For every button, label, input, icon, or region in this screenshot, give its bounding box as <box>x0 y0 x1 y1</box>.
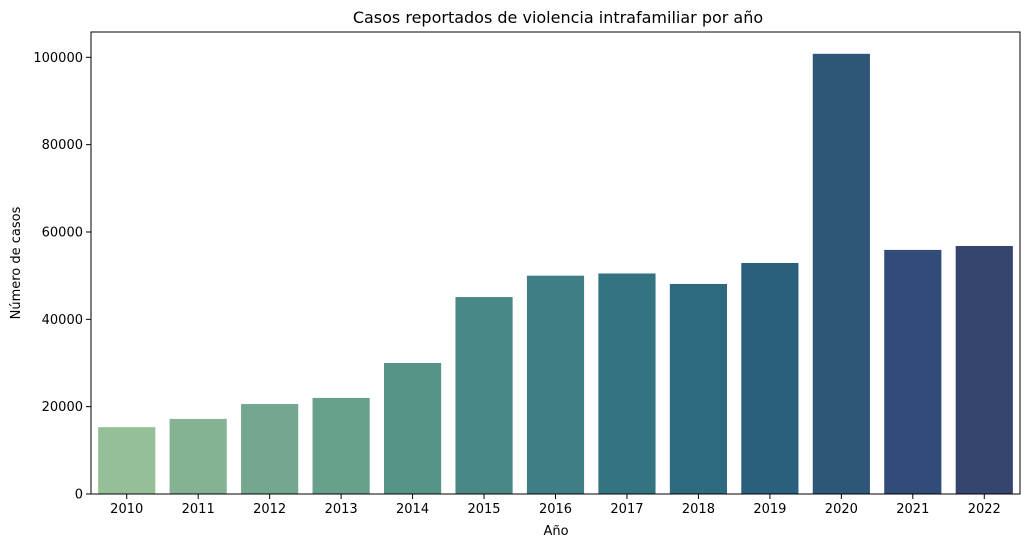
bars <box>98 53 1013 494</box>
bar-2016 <box>526 275 585 494</box>
x-tick-label: 2016 <box>539 502 572 517</box>
bar-2014 <box>383 362 442 494</box>
x-tick-label: 2013 <box>325 502 358 517</box>
bar-2010 <box>98 427 156 494</box>
x-tick-label: 2014 <box>396 502 429 517</box>
x-tick-label: 2020 <box>825 502 858 517</box>
bar-2015 <box>455 297 513 494</box>
bar-2012 <box>241 404 299 494</box>
y-tick-label: 20000 <box>42 400 83 415</box>
x-tick-label: 2018 <box>682 502 715 517</box>
x-tick-label: 2017 <box>610 502 643 517</box>
plot-frame <box>90 31 1021 495</box>
bar-2019 <box>741 263 799 494</box>
bar-2018 <box>669 283 728 494</box>
y-tick-label: 40000 <box>42 313 83 328</box>
bar-2011 <box>169 418 227 494</box>
x-tick-label: 2019 <box>753 502 786 517</box>
y-tick-label: 0 <box>75 488 83 503</box>
x-tick-label: 2015 <box>467 502 500 517</box>
chart-title: Casos reportados de violencia intrafamil… <box>353 8 763 27</box>
x-axis-label: Año <box>543 524 568 539</box>
bar-2021 <box>884 249 942 494</box>
y-tick-label: 100000 <box>33 51 83 66</box>
x-tick-label: 2022 <box>968 502 1001 517</box>
x-tick-label: 2012 <box>253 502 286 517</box>
y-tick-label: 60000 <box>42 225 83 240</box>
bar-2022 <box>955 245 1013 494</box>
x-tick-label: 2010 <box>110 502 143 517</box>
x-tick-label: 2011 <box>182 502 215 517</box>
bar-2013 <box>312 397 370 494</box>
x-tick-label: 2021 <box>896 502 929 517</box>
y-axis-label: Número de casos <box>9 206 24 319</box>
y-tick-label: 80000 <box>42 138 83 153</box>
bar-2017 <box>598 273 656 494</box>
y-axis-ticks: 0 20000 40000 60000 80000 100000 <box>33 51 91 503</box>
bar-2020 <box>812 53 870 494</box>
x-axis-ticks: 2010 2011 2012 2013 2014 2015 2016 2017 2018 2019… <box>110 494 1001 517</box>
